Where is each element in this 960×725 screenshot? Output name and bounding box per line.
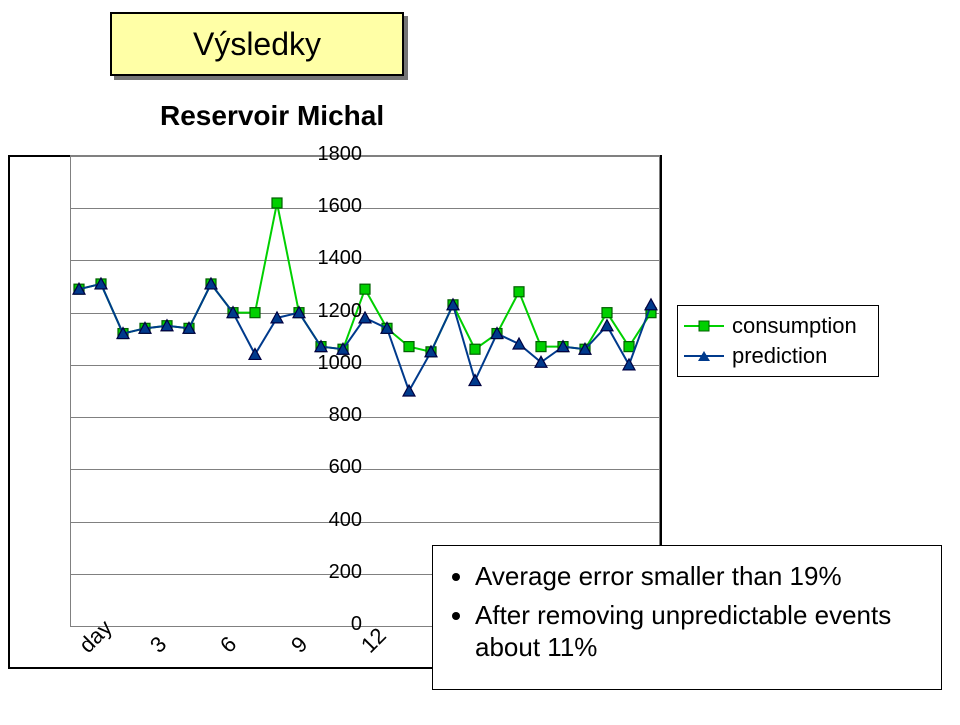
legend-swatch-prediction: [684, 355, 724, 357]
y-tick-label: 400: [302, 509, 362, 532]
y-tick-label: 1000: [302, 352, 362, 375]
chart-title: Reservoir Michal: [160, 100, 384, 132]
y-tick-label: 1400: [302, 247, 362, 270]
chart-legend: consumption prediction: [677, 305, 879, 377]
note-bullet: Average error smaller than 19%: [475, 560, 933, 593]
y-tick-label: 600: [302, 456, 362, 479]
legend-swatch-consumption: [684, 325, 724, 327]
header-title-box: Výsledky: [110, 12, 404, 76]
y-tick-label: 200: [302, 561, 362, 584]
header-title: Výsledky: [193, 26, 321, 63]
y-tick-label: 800: [302, 404, 362, 427]
y-tick-label: 1200: [302, 300, 362, 323]
legend-item-consumption: consumption: [684, 313, 872, 339]
note-bullet: After removing unpredictable events abou…: [475, 599, 933, 664]
legend-item-prediction: prediction: [684, 343, 872, 369]
y-tick-label: 0: [302, 613, 362, 636]
legend-label-prediction: prediction: [732, 343, 827, 369]
legend-label-consumption: consumption: [732, 313, 857, 339]
y-tick-label: 1800: [302, 143, 362, 166]
notes-box: Average error smaller than 19% After rem…: [432, 545, 942, 690]
y-tick-label: 1600: [302, 195, 362, 218]
